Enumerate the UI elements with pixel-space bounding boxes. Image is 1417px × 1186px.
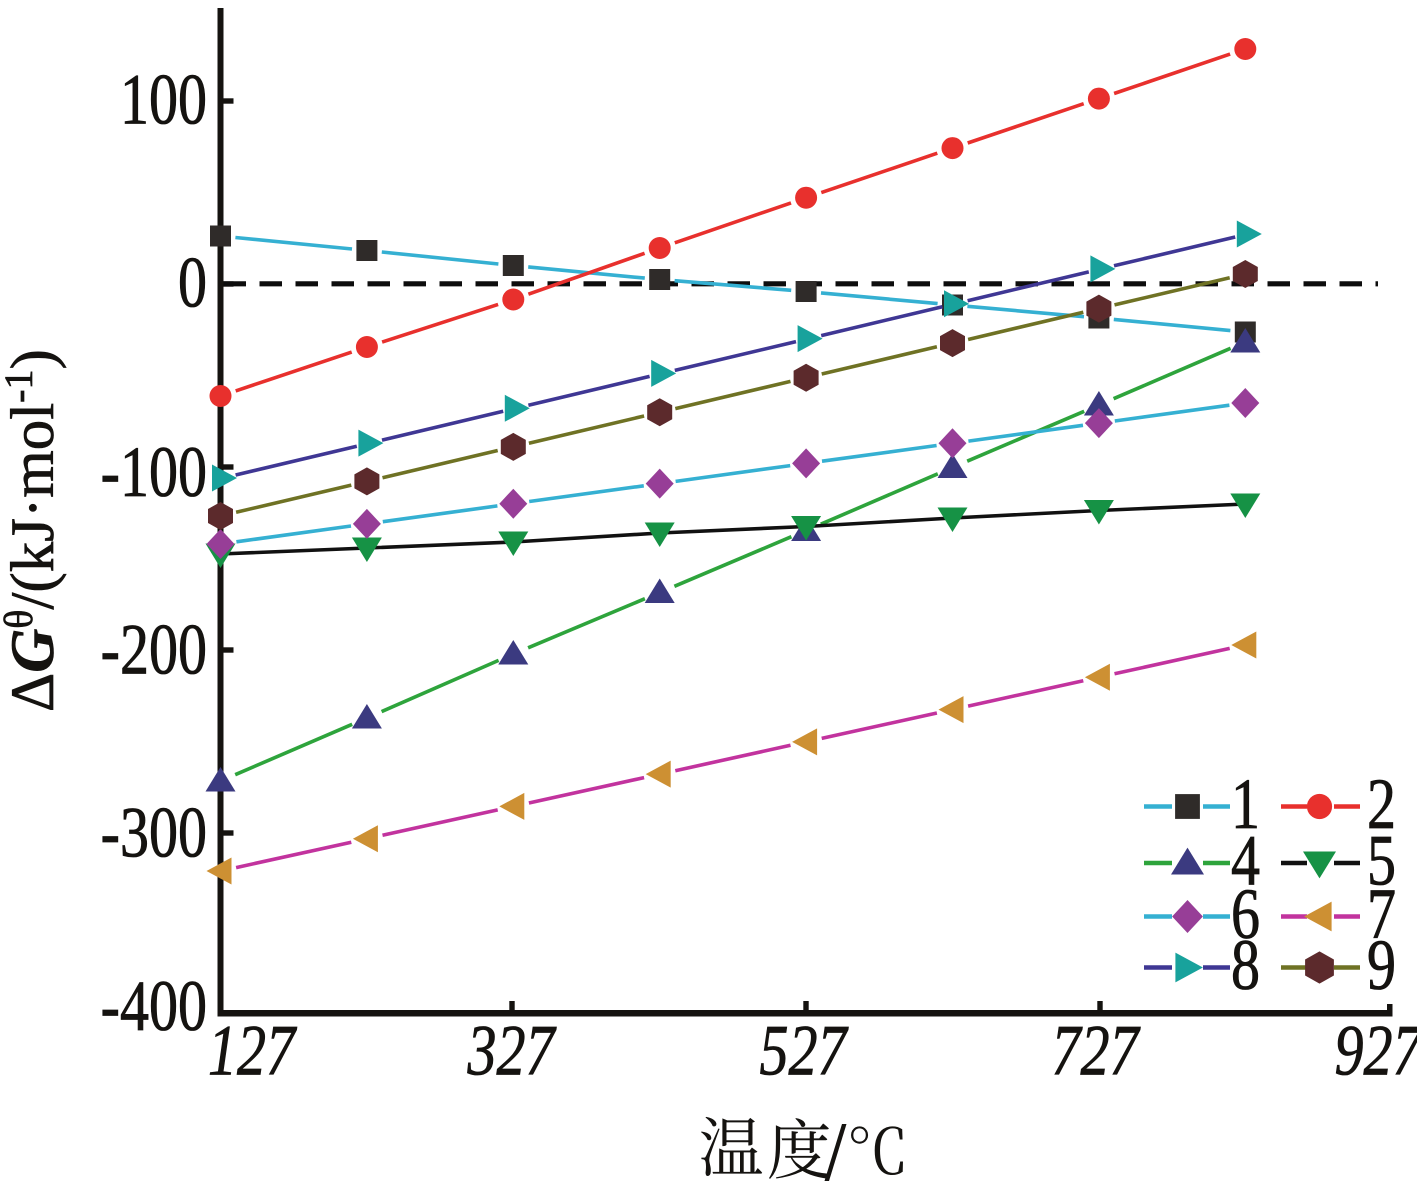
svg-text:4: 4: [1231, 822, 1260, 901]
svg-text:1: 1: [1231, 765, 1260, 844]
svg-text:2: 2: [1367, 765, 1396, 844]
svg-text:-100: -100: [101, 433, 207, 512]
svg-text:527: 527: [760, 1012, 849, 1091]
svg-text:327: 327: [467, 1012, 557, 1091]
svg-text:-300: -300: [101, 794, 207, 873]
svg-text:0: 0: [178, 244, 207, 323]
svg-text:7: 7: [1367, 875, 1396, 954]
svg-text:100: 100: [120, 61, 207, 140]
svg-text:8: 8: [1231, 926, 1260, 1005]
svg-text:6: 6: [1231, 875, 1260, 954]
svg-text:727: 727: [1052, 1012, 1141, 1091]
svg-text:-200: -200: [101, 611, 207, 690]
svg-text:ΔGθ/(kJ·mol-1): ΔGθ/(kJ·mol-1): [0, 349, 67, 712]
svg-text:-400: -400: [101, 967, 207, 1046]
svg-text:5: 5: [1367, 822, 1396, 901]
svg-text:927: 927: [1335, 1012, 1417, 1091]
svg-text:127: 127: [208, 1012, 297, 1091]
svg-text:9: 9: [1367, 926, 1396, 1005]
